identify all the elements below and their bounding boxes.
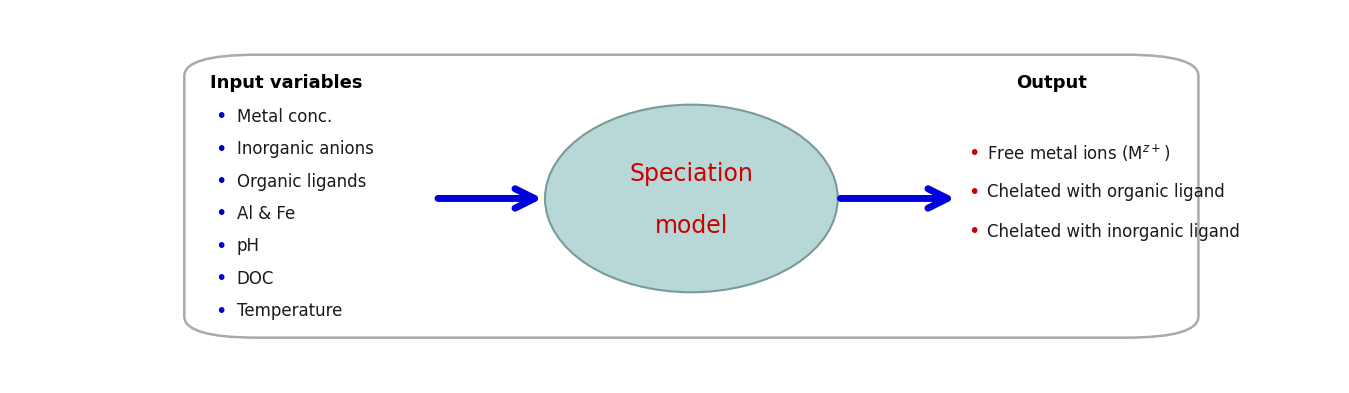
Text: pH: pH: [236, 237, 259, 255]
Text: Free metal ions (M$^{z+}$): Free metal ions (M$^{z+}$): [987, 142, 1171, 164]
Text: Chelated with organic ligand: Chelated with organic ligand: [987, 184, 1225, 202]
Text: Speciation: Speciation: [630, 162, 753, 186]
Text: •: •: [969, 143, 979, 163]
Text: DOC: DOC: [236, 270, 274, 288]
Text: •: •: [969, 222, 979, 241]
Text: •: •: [214, 107, 227, 126]
Ellipse shape: [545, 105, 838, 292]
Text: Organic ligands: Organic ligands: [236, 173, 366, 191]
Text: •: •: [214, 172, 227, 191]
Text: •: •: [969, 183, 979, 202]
Text: •: •: [214, 237, 227, 256]
Text: •: •: [214, 140, 227, 159]
Text: •: •: [214, 204, 227, 223]
Text: Inorganic anions: Inorganic anions: [236, 140, 374, 158]
Text: •: •: [214, 269, 227, 288]
Text: Temperature: Temperature: [236, 302, 341, 320]
FancyBboxPatch shape: [185, 55, 1198, 338]
Text: Metal conc.: Metal conc.: [236, 108, 332, 126]
Text: Al & Fe: Al & Fe: [236, 205, 295, 223]
Text: model: model: [654, 214, 728, 238]
Text: Output: Output: [1017, 74, 1087, 92]
Text: Chelated with inorganic ligand: Chelated with inorganic ligand: [987, 223, 1240, 241]
Text: Input variables: Input variables: [210, 74, 363, 92]
Text: •: •: [214, 301, 227, 321]
